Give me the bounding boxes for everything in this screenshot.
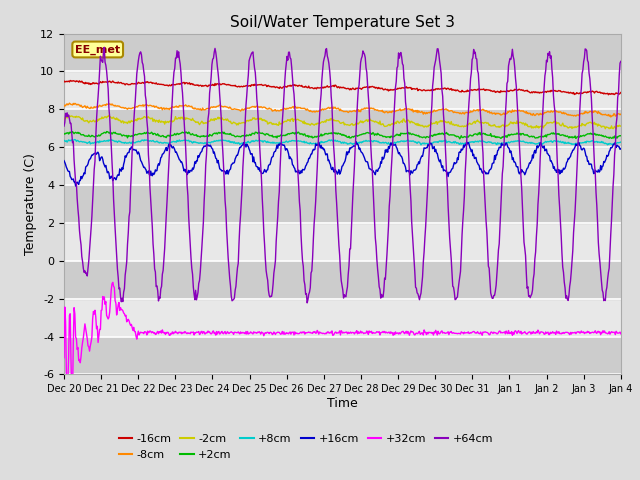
Bar [64, 34, 621, 72]
Legend: -16cm, -8cm, -2cm, +2cm, +8cm, +16cm, +32cm, +64cm: -16cm, -8cm, -2cm, +2cm, +8cm, +16cm, +3… [114, 430, 497, 464]
Bar [64, 185, 621, 223]
X-axis label: Time: Time [327, 397, 358, 410]
Title: Soil/Water Temperature Set 3: Soil/Water Temperature Set 3 [230, 15, 455, 30]
Bar [64, 261, 621, 299]
Text: EE_met: EE_met [75, 44, 120, 55]
Bar [64, 109, 621, 147]
Y-axis label: Temperature (C): Temperature (C) [24, 153, 37, 255]
Bar [64, 336, 621, 374]
